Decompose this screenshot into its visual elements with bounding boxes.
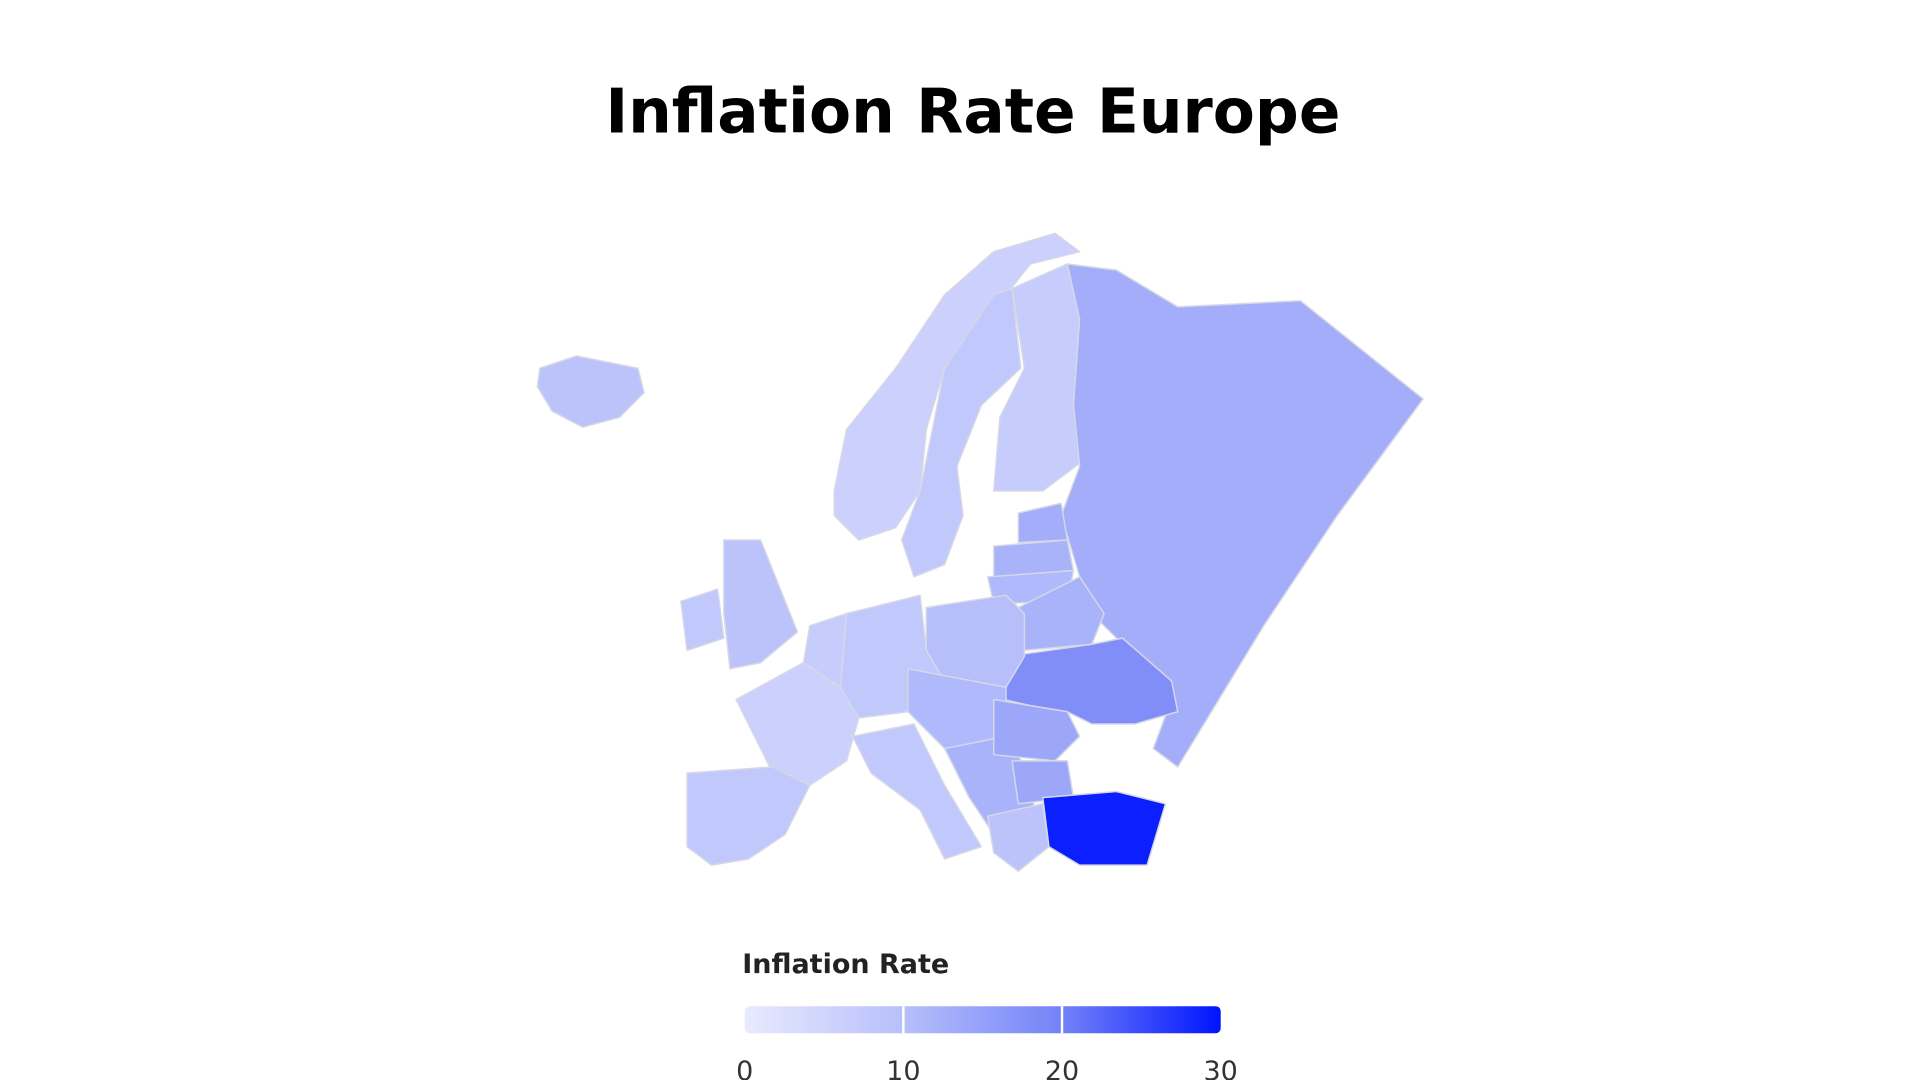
- colorbar-tick-label: 10: [886, 1056, 920, 1080]
- region: [851, 723, 983, 860]
- region: [993, 698, 1081, 762]
- region: [986, 803, 1050, 872]
- colorbar-tick-label: 30: [1204, 1056, 1238, 1080]
- colorbar-title: Inflation Rate: [742, 949, 949, 980]
- region: [680, 588, 725, 652]
- region: [1042, 790, 1167, 866]
- region: [536, 355, 645, 428]
- region: [1017, 502, 1069, 544]
- chart-title: Inflation Rate Europe: [605, 77, 1340, 148]
- region: [1060, 263, 1424, 768]
- region: [686, 766, 811, 866]
- map: [536, 232, 1424, 872]
- colorbar-tick-label: 0: [736, 1056, 753, 1080]
- region: [735, 661, 860, 787]
- region: [723, 539, 799, 670]
- region: [900, 287, 1022, 578]
- colorbar: Inflation Rate 0 10 20 30: [736, 949, 1238, 1080]
- region: [925, 594, 1026, 688]
- colorbar-tick-label: 20: [1045, 1056, 1079, 1080]
- colorbar-gradient: [744, 1006, 1221, 1034]
